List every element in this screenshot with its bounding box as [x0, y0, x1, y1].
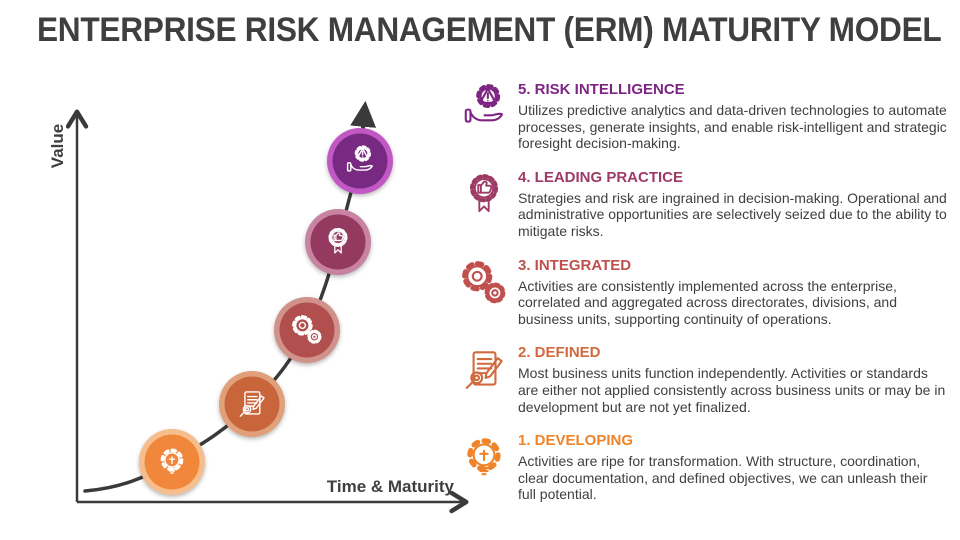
curve-node-stage-5	[327, 128, 393, 194]
gears-icon	[459, 257, 509, 309]
stage-item-leading-practice: 4. LEADING PRACTICE Strategies and risk …	[459, 168, 947, 240]
x-axis-label: Time & Maturity	[327, 477, 455, 496]
lightbulb-gear-icon	[459, 432, 509, 484]
stage-heading: 2. DEFINED	[518, 344, 601, 362]
stage-description: Strategies and risk are ingrained in dec…	[518, 189, 947, 239]
award-ribbon-icon	[459, 169, 509, 221]
stage-description: Activities are ripe for transformation. …	[518, 453, 928, 503]
stage-item-risk-intelligence: 5. RISK INTELLIGENCE Utilizes predictive…	[459, 80, 947, 152]
maturity-curve-chart: Value Time & Maturity	[30, 70, 470, 535]
stage-heading: 3. INTEGRATED	[518, 256, 632, 274]
stage-item-defined: 2. DEFINED Most business units function …	[459, 343, 947, 415]
stage-description: Activities are consistently implemented …	[518, 277, 897, 327]
stage-item-integrated: 3. INTEGRATED Activities are consistentl…	[459, 256, 947, 328]
y-axis-label: Value	[48, 124, 67, 168]
document-review-icon	[459, 344, 509, 396]
stage-heading: 1. DEVELOPING	[518, 432, 634, 450]
curve-node-stage-4	[305, 209, 371, 275]
curve-node-stage-2	[219, 371, 285, 437]
stage-heading: 5. RISK INTELLIGENCE	[518, 81, 685, 98]
stage-descriptions: 5. RISK INTELLIGENCE Utilizes predictive…	[459, 80, 947, 519]
curve-node-stage-3	[274, 297, 340, 363]
risk-intelligence-icon	[459, 81, 509, 133]
slide-title: ENTERPRISE RISK MANAGEMENT (ERM) MATURIT…	[37, 11, 942, 49]
stage-heading: 4. LEADING PRACTICE	[518, 168, 684, 186]
stage-description: Utilizes predictive analytics and data-d…	[518, 102, 947, 152]
curve-node-stage-1	[139, 429, 205, 495]
stage-item-developing: 1. DEVELOPING Activities are ripe for tr…	[459, 431, 947, 503]
stage-description: Most business units function independent…	[518, 365, 946, 415]
